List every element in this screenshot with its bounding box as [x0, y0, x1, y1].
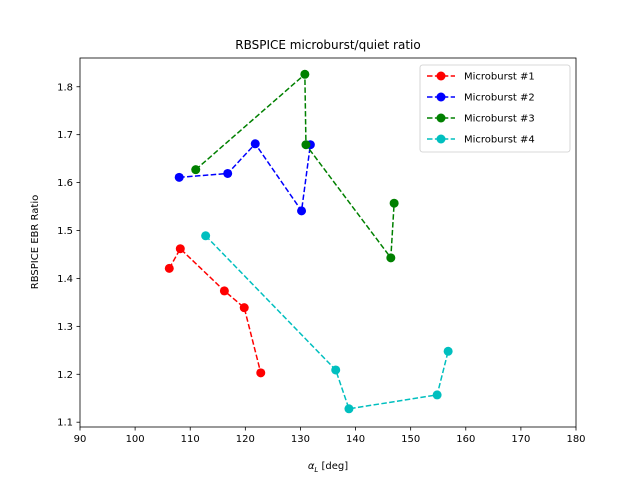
series-4-point: [331, 365, 341, 375]
x-tick-label: 140: [346, 434, 365, 445]
legend-entry: Microburst #3: [427, 113, 535, 125]
series-1-point: [175, 244, 185, 254]
x-axis-title-unit: [deg]: [318, 461, 348, 472]
series-4-point: [201, 231, 211, 241]
legend: Microburst #1 Microburst #2 Microburst #3 M…: [419, 64, 571, 153]
series-1-point: [239, 303, 249, 313]
legend-swatch-marker: [436, 92, 446, 102]
legend-entry: Microburst #1: [427, 71, 535, 83]
series-layer: [164, 69, 453, 414]
legend-label: Microburst #3: [464, 114, 535, 125]
x-axis-title-subscript: L: [314, 466, 318, 474]
series-3: [191, 69, 399, 263]
series-2-point: [223, 168, 233, 178]
y-axis: 1.1 1.2 1.3 1.4 1.5 1.6 1.7 1.8: [57, 82, 80, 429]
legend-entry: Microburst #4: [427, 134, 535, 146]
legend-box: [419, 64, 571, 153]
x-axis-title: αL [deg]: [308, 461, 348, 474]
chart-title: RBSPICE microburst/quiet ratio: [235, 38, 420, 52]
x-axis: 90 100 110 120 130 140 150 160 170 180: [74, 427, 586, 445]
y-tick-label: 1.7: [57, 130, 73, 141]
y-axis-title: RBSPICE EBR Ratio: [30, 195, 41, 289]
plot-area: [79, 57, 577, 428]
x-tick-label: 120: [236, 434, 255, 445]
y-tick-label: 1.1: [57, 418, 73, 429]
x-tick-label: 110: [181, 434, 200, 445]
series-2-point: [174, 172, 184, 182]
series-2-point: [250, 139, 260, 149]
y-tick-label: 1.5: [57, 226, 73, 237]
x-tick-label: 170: [511, 434, 530, 445]
legend-swatch-marker: [436, 71, 446, 81]
legend-swatch-marker: [436, 113, 446, 123]
x-axis-title-symbol: α: [308, 461, 315, 472]
legend-label: Microburst #1: [464, 72, 535, 83]
legend-label: Microburst #4: [464, 135, 535, 146]
x-tick-label: 180: [566, 434, 585, 445]
x-tick-label: 90: [74, 434, 87, 445]
y-tick-label: 1.8: [57, 82, 73, 93]
series-2-point: [297, 206, 307, 216]
legend-label: Microburst #2: [464, 93, 535, 104]
plot-frame: [79, 57, 577, 428]
x-tick-label: 160: [456, 434, 475, 445]
x-tick-label: 100: [126, 434, 145, 445]
series-4-point: [432, 390, 442, 400]
series-4-point: [344, 404, 354, 414]
y-tick-label: 1.2: [57, 370, 73, 381]
series-3-point: [300, 69, 310, 79]
series-1-point: [164, 263, 174, 273]
series-3-point: [389, 198, 399, 208]
series-4: [201, 231, 453, 414]
y-tick-label: 1.4: [57, 274, 73, 285]
y-tick-label: 1.3: [57, 322, 73, 333]
legend-swatch-marker: [436, 134, 446, 144]
legend-entry: Microburst #2: [427, 92, 535, 104]
y-tick-label: 1.6: [57, 178, 73, 189]
series-3-point: [386, 253, 396, 263]
series-3-point: [191, 165, 201, 175]
series-1-point: [256, 368, 266, 378]
series-1: [164, 244, 266, 378]
series-4-point: [443, 346, 453, 356]
series-1-point: [219, 286, 229, 296]
x-tick-label: 130: [291, 434, 310, 445]
series-3-point: [301, 140, 311, 150]
series-4-line: [205, 235, 449, 410]
x-tick-label: 150: [401, 434, 420, 445]
